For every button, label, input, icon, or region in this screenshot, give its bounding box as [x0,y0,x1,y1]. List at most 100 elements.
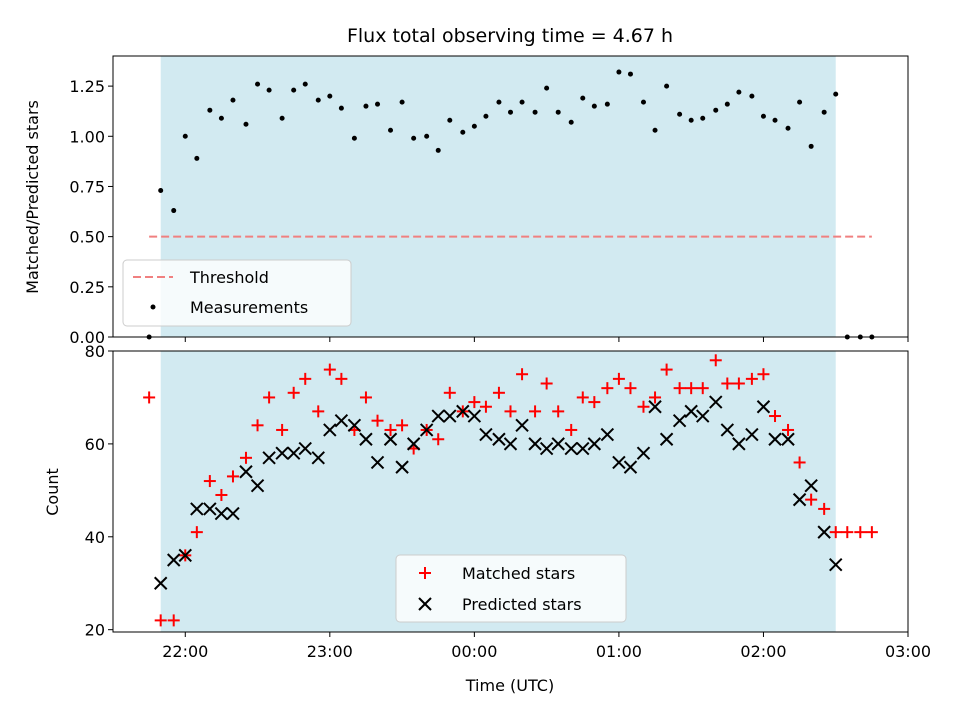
predicted-x-b [829,557,843,572]
matched-star-point [685,382,698,395]
predicted-star-point [359,432,373,446]
predicted-x-b [467,409,482,423]
predicted-star-point [178,548,192,563]
top-legend: Threshold Measurements [122,259,352,327]
measurement-point [677,111,683,117]
matched-star-point [251,419,264,432]
measurement-point [627,71,633,77]
predicted-star-point [745,427,759,442]
matched-star-point [732,377,745,390]
predicted-x-b [250,478,265,493]
predicted-star-point [781,432,795,446]
measurement-point [532,109,538,115]
predicted-star-point [203,502,217,516]
predicted-star-point [587,437,602,451]
predicted-star-point [226,506,240,521]
predicted-x-b [756,400,771,414]
measurement-point [785,125,791,131]
measurement-point [363,103,369,109]
y-tick-label: 60 [85,435,105,454]
y-tick-label: 0.50 [69,228,105,247]
top-panel: Flux total observing time = 4.67 h 0.000… [23,25,909,347]
y-tick-label: 20 [85,621,105,640]
predicted-x-b [732,437,746,451]
matched-star-point [565,423,578,436]
matched-star-point [576,391,589,404]
predicted-x-b [528,437,542,451]
measurements-points [146,69,875,340]
matched-star-point [504,405,517,418]
matched-star-point [709,354,722,367]
predicted-x-b [623,460,638,474]
measurement-point [291,87,297,93]
predicted-star-point [600,427,615,442]
measurement-point [435,147,441,153]
bottom-x-ticks: 22:00 23:00 00:00 01:00 02:00 03:00 [162,632,931,661]
predicted-x-b [370,455,385,470]
matched-star-point [782,423,795,436]
predicted-star-point [153,576,168,590]
legend-measurements-label: Measurements [190,298,308,317]
measurement-point [207,107,213,113]
predicted-x-b [153,576,168,590]
predicted-x-b [503,437,518,451]
matched-star-point [190,526,203,539]
matched-star-point [276,423,289,436]
measurement-point [640,99,646,105]
predicted-x-b [311,451,325,465]
predicted-x-b [576,441,590,456]
predicted-star-point [479,427,493,442]
measurement-point [388,127,394,133]
measurement-point [399,99,405,105]
predicted-star-point [503,437,518,451]
measurement-point [338,105,344,111]
predicted-star-point [492,432,506,446]
predicted-x-b [612,455,626,470]
y-tick-label: 0.25 [69,278,105,297]
predicted-star-point [214,506,229,521]
predicted-star-point [167,553,181,567]
predicted-x-b [492,432,506,446]
legend-measurements-swatch [150,304,156,310]
predicted-x-b [672,413,687,428]
predicted-star-point [383,432,398,446]
measurement-point [713,107,719,113]
matched-star-point [263,391,276,404]
predicted-star-point [406,437,421,451]
predicted-x-b [275,446,289,460]
predicted-x-b [298,441,312,456]
predicted-x-b [539,441,554,456]
predicted-x-b [226,506,240,521]
predicted-x-b [178,548,192,563]
predicted-star-point [672,413,687,428]
predicted-x-b [395,460,409,474]
measurement-point [772,117,778,123]
matched-star-point [468,396,481,409]
matched-star-point [841,526,854,539]
matched-star-point [529,405,542,418]
measurement-point [555,109,561,115]
legend-matched-swatch [419,567,431,579]
predicted-star-point [768,432,782,446]
matched-star-point [854,526,867,539]
predicted-x-b [406,437,421,451]
predicted-star-point [370,455,385,470]
matched-star-point [143,391,156,404]
matched-star-point [612,372,625,385]
y-tick-label: 0.00 [69,328,105,347]
matched-star-point [359,391,372,404]
predicted-x-b [600,427,615,442]
matched-star-point [226,470,239,483]
measurement-point [544,85,550,91]
measurement-point [351,135,357,141]
measurement-point [700,115,706,121]
matched-star-point [793,456,806,469]
predicted-star-point [286,446,301,460]
measurement-point [760,113,766,119]
predicted-star-point [262,451,276,465]
top-axes-frame [112,55,909,338]
matched-star-point [696,382,709,395]
x-axis-label: Time (UTC) [465,676,554,695]
measurement-point [279,115,285,121]
predicted-x-b [768,432,782,446]
